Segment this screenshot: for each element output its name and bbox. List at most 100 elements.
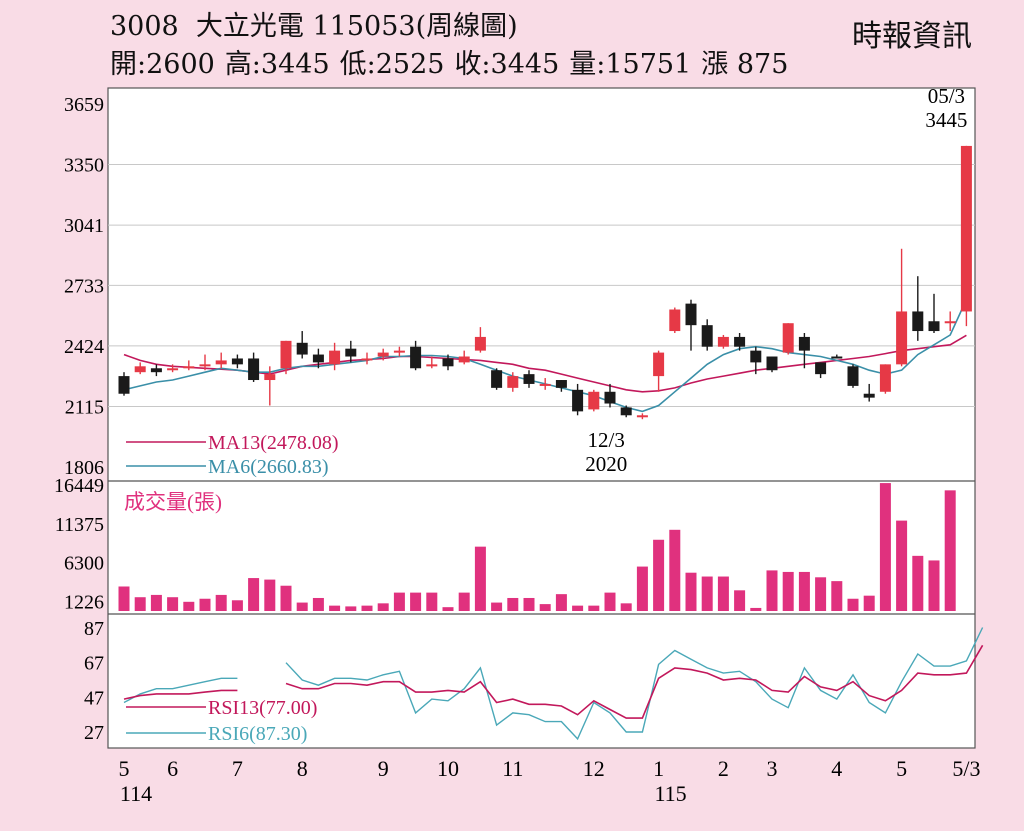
candle-body [636,415,648,418]
candle-body [734,336,746,347]
volume-bar [426,592,438,611]
volume-bar [231,600,243,611]
candle-body [750,350,762,363]
stat-0: 開:2600 [110,49,215,80]
volume-bar [782,571,794,611]
x-tick-label: 11 [502,756,523,781]
x-year-label: 114 [120,781,152,806]
candle-body [685,303,697,326]
candle-body [572,389,584,412]
candle-body [312,354,324,363]
candle-body [280,340,292,369]
stat-2: 低:2525 [339,49,445,80]
volume-bar [523,597,535,611]
volume-bar [685,572,697,611]
volume-bar [588,605,600,611]
volume-bar [442,607,454,611]
volume-bar [474,546,486,611]
volume-bar [183,601,195,611]
x-tick-label: 5 [896,756,907,781]
volume-bar [345,606,357,611]
candle-body [458,356,470,363]
volume-bar [393,592,405,611]
source-label: 時報資訊 [852,19,972,54]
price-annotation: 3445 [925,108,967,132]
candle-body [766,356,778,371]
date-code: 115053 [312,11,416,42]
price-tick-label: 3350 [64,155,104,177]
candle-body [377,352,389,357]
rsi13-legend-label: RSI13(77.00) [208,697,317,719]
candle-body [345,348,357,357]
candle-body [491,370,503,388]
x-tick-label: 8 [297,756,308,781]
ma13-line [123,334,967,393]
volume-bar [896,520,908,611]
volume-bar [329,605,341,611]
x-tick-label: 12 [583,756,605,781]
candle-body [264,374,276,381]
volume-bar [766,570,778,611]
x-tick-label: 9 [378,756,389,781]
volume-bar [507,597,519,611]
candle-body [442,358,454,367]
volume-bar [410,592,422,611]
candle-body [588,391,600,410]
price-tick-label: 2733 [64,275,104,297]
x-tick-label: 5 [119,756,130,781]
candle-body [183,366,195,369]
candle-body [231,358,243,365]
rsi6-legend-label: RSI6(87.30) [208,723,307,745]
volume-bar [604,592,616,611]
rsi6-line [123,627,984,741]
candle-body [118,376,130,394]
candle-body [523,374,535,384]
stat-3: 收:3445 [454,49,560,80]
rsi-tick-label: 47 [84,687,104,709]
rsi13-line [123,644,984,719]
chart-kind: (周線圖) [415,11,518,42]
price-tick-label: 3041 [64,215,104,237]
stock-code: 3008 [110,11,179,42]
candle-body [134,366,146,373]
ma6-legend-label: MA6(2660.83) [208,456,329,478]
volume-bar [215,594,227,611]
x-year-label: 115 [655,781,687,806]
candle-body [896,311,908,365]
candle-body [199,364,211,367]
volume-bar [555,594,567,611]
price-annotation: 2020 [585,452,627,476]
candle-body [150,368,162,373]
ma13-legend-label: MA13(2478.08) [208,432,339,454]
candle-body [248,358,260,381]
candle-body [831,356,843,359]
candle-body [474,336,486,351]
plot-background [107,87,976,749]
volume-bar [280,585,292,611]
candle-body [815,362,827,375]
x-tick-label: 5/3 [952,756,980,781]
volume-bar [928,560,940,611]
volume-bar [134,597,146,611]
volume-bar [572,605,584,611]
stock-name: 大立光電 [195,11,304,42]
candle-body [329,350,341,365]
price-annotation: 05/3 [928,84,965,108]
volume-bar [944,490,956,611]
volume-bar [539,604,551,611]
candle-body [653,352,665,377]
x-tick-label: 3 [767,756,778,781]
volume-bar [361,605,373,611]
candle-body [410,346,422,369]
candle-body [701,325,713,347]
volume-tick-label: 6300 [64,553,104,575]
volume-bar [296,602,308,611]
volume-label: 成交量(張) [124,490,222,514]
volume-bar [831,581,843,611]
volume-bar [199,598,211,611]
price-tick-label: 3659 [64,94,104,116]
volume-bar [653,539,665,611]
candle-body [604,391,616,404]
candle-body [879,364,891,392]
